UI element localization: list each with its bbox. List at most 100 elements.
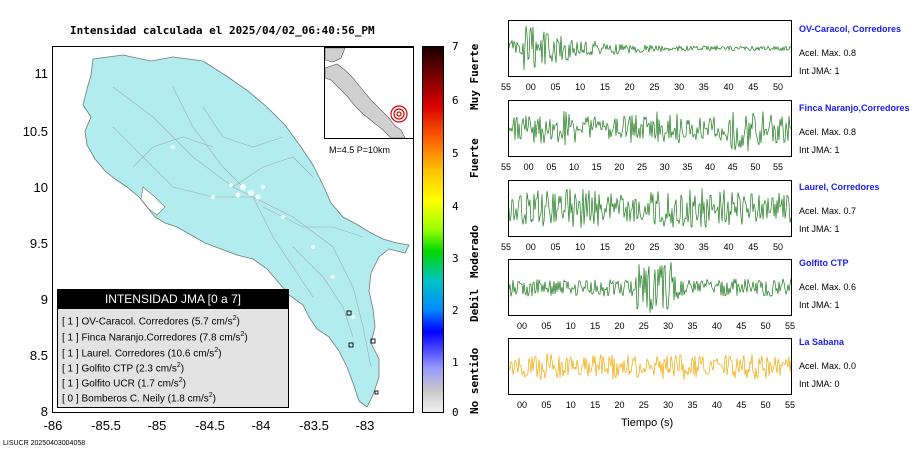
station-acel: Acel. Max. 0.0 bbox=[799, 361, 857, 371]
time-tick-label: 20 bbox=[614, 400, 625, 410]
legend-row: [ 0 ] Bomberos C. Neily (1.8 cm/s2) bbox=[62, 392, 216, 405]
time-tick-label: 15 bbox=[590, 400, 601, 410]
lat-tick-9.5: 9.5 bbox=[29, 236, 48, 251]
map-title: Intensidad calculada el 2025/04/02_06:40… bbox=[70, 24, 375, 37]
waveform-laurel bbox=[509, 188, 791, 228]
category-debil: Debil bbox=[468, 288, 481, 322]
lat-tick-9: 9 bbox=[40, 292, 48, 307]
time-tick-label: 55 bbox=[772, 162, 783, 172]
lon-tick--85.5: -85.5 bbox=[91, 418, 121, 433]
time-tick-label: 05 bbox=[550, 82, 561, 92]
time-tick-label: 30 bbox=[663, 321, 674, 331]
time-tick-label: 35 bbox=[682, 162, 693, 172]
station-name[interactable]: Finca Naranjo,Corredores bbox=[799, 103, 910, 113]
time-tick-label: 05 bbox=[546, 162, 557, 172]
legend-row: [ 1 ] Laurel. Corredores (10.6 cm/s2) bbox=[62, 347, 222, 360]
lat-tick-8: 8 bbox=[40, 404, 48, 419]
inset-region-map bbox=[325, 48, 408, 138]
time-tick-label: 30 bbox=[659, 162, 670, 172]
legend-row: [ 1 ] OV-Caracol. Corredores (5.7 cm/s2) bbox=[62, 315, 240, 328]
city-cluster bbox=[171, 145, 355, 319]
station-acel: Acel. Max. 0.8 bbox=[799, 127, 857, 137]
trace-finca-naranjo[interactable] bbox=[508, 100, 792, 157]
time-tick-label: 35 bbox=[698, 82, 709, 92]
time-tick-label: 35 bbox=[698, 242, 709, 252]
time-tick-label: 15 bbox=[591, 162, 602, 172]
station-int: Int JMA: 1 bbox=[799, 300, 840, 310]
time-tick-label: 00 bbox=[525, 82, 536, 92]
time-tick-label: 40 bbox=[704, 162, 715, 172]
time-tick-label: 05 bbox=[550, 242, 561, 252]
legend-row: [ 1 ] Golfito CTP (2.3 cm/s2) bbox=[62, 362, 185, 375]
station-name[interactable]: Laurel, Corredores bbox=[799, 182, 880, 192]
time-tick-label: 05 bbox=[541, 400, 552, 410]
time-tick-label: 20 bbox=[624, 242, 635, 252]
station-name[interactable]: La Sabana bbox=[799, 337, 845, 347]
station-name[interactable]: Golfito CTP bbox=[799, 258, 849, 268]
legend-row: [ 1 ] Finca Naranjo.Corredores (7.8 cm/s… bbox=[62, 331, 248, 344]
nicoya-gulf bbox=[140, 186, 166, 216]
time-tick-label: 45 bbox=[727, 162, 738, 172]
time-tick-label: 40 bbox=[711, 321, 722, 331]
time-tick-label: 45 bbox=[736, 400, 747, 410]
trace-ov-caracol[interactable] bbox=[508, 20, 792, 77]
legend-row: [ 1 ] Golfito UCR (1.7 cm/s2) bbox=[62, 377, 186, 390]
time-tick-label: 25 bbox=[638, 321, 649, 331]
waveform-golfito-ctp bbox=[509, 262, 791, 313]
time-tick-label: 40 bbox=[723, 242, 734, 252]
colorbar-label-2: 2 bbox=[452, 304, 459, 317]
lon-tick--85: -85 bbox=[147, 418, 167, 433]
category-no-sentido: No sentido bbox=[468, 347, 481, 414]
colorbar-label-1: 1 bbox=[452, 356, 459, 369]
time-tick-label: 55 bbox=[500, 82, 511, 92]
footer-id: LISUCR 20250403004058 bbox=[3, 440, 86, 447]
station-int: Int JMA: 0 bbox=[799, 379, 840, 389]
station-name[interactable]: OV-Caracol, Corredores bbox=[799, 24, 902, 34]
time-tick-label: 25 bbox=[638, 400, 649, 410]
time-tick-label: 20 bbox=[624, 82, 635, 92]
time-tick-label: 45 bbox=[748, 82, 759, 92]
time-tick-label: 20 bbox=[614, 162, 625, 172]
time-tick-label: 15 bbox=[599, 82, 610, 92]
time-tick-label: 00 bbox=[516, 321, 527, 331]
lon-tick--84: -84 bbox=[251, 418, 271, 433]
station-acel: Acel. Max. 0.7 bbox=[799, 206, 857, 216]
epicenter-marker bbox=[390, 105, 408, 123]
station-int: Int JMA: 1 bbox=[799, 66, 840, 76]
time-tick-label: 10 bbox=[565, 321, 576, 331]
time-tick-label: 30 bbox=[663, 400, 674, 410]
lon-tick--83.5: -83.5 bbox=[299, 418, 329, 433]
trace-la-sabana[interactable] bbox=[508, 338, 792, 395]
time-tick-label: 10 bbox=[568, 162, 579, 172]
time-tick-label: 15 bbox=[599, 242, 610, 252]
time-tick-label: 45 bbox=[748, 242, 759, 252]
colorbar-label-7: 7 bbox=[452, 40, 459, 53]
time-tick-label: 10 bbox=[565, 400, 576, 410]
trace-golfito-ctp[interactable] bbox=[508, 259, 792, 316]
inset-map bbox=[324, 47, 413, 139]
time-tick-label: 00 bbox=[525, 242, 536, 252]
time-tick-label: 55 bbox=[784, 400, 795, 410]
time-tick-label: 50 bbox=[772, 82, 783, 92]
time-tick-label: 20 bbox=[614, 321, 625, 331]
time-tick-label: 35 bbox=[687, 400, 698, 410]
intensity-colorbar bbox=[422, 46, 444, 413]
station-acel: Acel. Max. 0.6 bbox=[799, 282, 857, 292]
time-tick-label: 25 bbox=[649, 242, 660, 252]
station-int: Int JMA: 1 bbox=[799, 145, 840, 155]
category-muy-fuerte: Muy Fuerte bbox=[468, 43, 481, 110]
time-tick-label: 55 bbox=[500, 242, 511, 252]
category-fuerte: Fuerte bbox=[468, 138, 481, 178]
time-tick-label: 40 bbox=[711, 400, 722, 410]
time-axis-title: Tiempo (s) bbox=[621, 417, 674, 429]
time-tick-label: 40 bbox=[723, 82, 734, 92]
colorbar-label-3: 3 bbox=[452, 252, 459, 265]
time-tick-label: 15 bbox=[590, 321, 601, 331]
time-tick-label: 05 bbox=[541, 321, 552, 331]
time-tick-label: 10 bbox=[575, 242, 586, 252]
intensity-legend: INTENSIDAD JMA [0 a 7] [ 1 ] OV-Caracol.… bbox=[57, 289, 289, 408]
category-moderado: Moderado bbox=[468, 225, 481, 278]
time-tick-label: 55 bbox=[784, 321, 795, 331]
costa-rica-map bbox=[82, 54, 410, 408]
trace-laurel[interactable] bbox=[508, 180, 792, 237]
